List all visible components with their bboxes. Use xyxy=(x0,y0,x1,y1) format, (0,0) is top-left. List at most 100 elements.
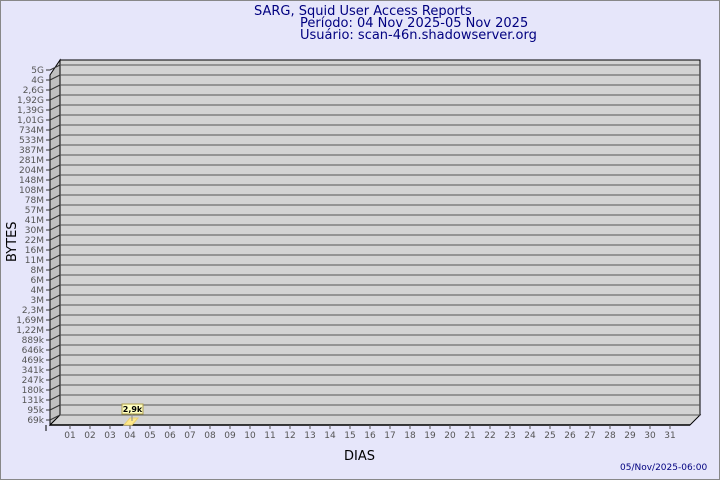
gridline-side xyxy=(49,364,61,371)
gridline-side xyxy=(49,244,61,251)
gridline-side xyxy=(49,134,61,141)
report-timestamp: 05/Nov/2025-06:00 xyxy=(620,463,707,473)
gridline-side xyxy=(49,194,61,201)
y-tick-label: 4G xyxy=(31,76,44,86)
x-tick-label: 12 xyxy=(284,431,295,441)
y-tick-label: 1,39G xyxy=(17,106,44,116)
gridline-side xyxy=(49,314,61,321)
gridline-side xyxy=(49,284,61,291)
x-tick-label: 07 xyxy=(184,431,195,441)
bar xyxy=(122,417,140,426)
gridline-side xyxy=(49,184,61,191)
x-tick-label: 23 xyxy=(504,431,515,441)
y-tick-label: 5G xyxy=(31,66,44,76)
gridline-side xyxy=(49,414,61,421)
gridline-side xyxy=(49,64,61,71)
y-tick-label: 6M xyxy=(31,276,45,286)
gridline-side xyxy=(49,164,61,171)
x-tick-label: 24 xyxy=(524,431,536,441)
y-tick-label: 22M xyxy=(25,236,44,246)
x-tick-label: 31 xyxy=(664,431,675,441)
x-tick-label: 03 xyxy=(104,431,115,441)
x-tick-label: 20 xyxy=(444,431,456,441)
x-axis-label: DIAS xyxy=(344,449,375,464)
y-tick-label: 11M xyxy=(25,256,44,266)
x-tick-label: 18 xyxy=(404,431,416,441)
gridline-side xyxy=(49,354,61,361)
gridline-side xyxy=(49,294,61,301)
gridline-side xyxy=(49,94,61,101)
x-tick-label: 06 xyxy=(164,431,176,441)
y-tick-label: 247k xyxy=(22,376,45,386)
y-tick-label: 533M xyxy=(19,136,44,146)
gridline-side xyxy=(49,404,61,411)
y-tick-label: 16M xyxy=(25,246,44,256)
x-tick-label: 02 xyxy=(84,431,95,441)
x-tick-label: 27 xyxy=(584,431,595,441)
y-tick-label: 734M xyxy=(19,126,44,136)
gridline-side xyxy=(49,344,61,351)
y-tick-label: 889k xyxy=(22,336,45,346)
x-tick-label: 16 xyxy=(364,431,376,441)
x-tick-label: 17 xyxy=(384,431,395,441)
y-tick-label: 1,01G xyxy=(17,116,44,126)
x-tick-label: 15 xyxy=(344,431,355,441)
x-tick-label: 01 xyxy=(64,431,75,441)
y-tick-label: 30M xyxy=(25,226,44,236)
chart-period: Período: 04 Nov 2025-05 Nov 2025 xyxy=(300,16,528,31)
x-tick-label: 09 xyxy=(224,431,236,441)
y-tick-label: 41M xyxy=(25,216,44,226)
gridline-side xyxy=(49,254,61,261)
x-tick-label: 19 xyxy=(424,431,436,441)
y-tick-label: 2,6G xyxy=(23,86,44,96)
y-tick-label: 95k xyxy=(27,406,44,416)
gridline-side xyxy=(49,274,61,281)
gridline-side xyxy=(49,174,61,181)
gridline-side xyxy=(49,104,61,111)
plot-back-wall xyxy=(59,59,701,416)
gridline-side xyxy=(49,144,61,151)
gridline-side xyxy=(49,224,61,231)
bar-value-label: 2,9k xyxy=(123,405,143,414)
plot-floor xyxy=(48,414,702,426)
y-tick-label: 341k xyxy=(22,366,45,376)
y-axis-label: BYTES xyxy=(5,221,20,262)
x-tick-label: 14 xyxy=(324,431,336,441)
x-tick-label: 11 xyxy=(264,431,275,441)
x-tick-label: 25 xyxy=(544,431,555,441)
gridline-side xyxy=(49,124,61,131)
gridline-side xyxy=(49,264,61,271)
gridline-side xyxy=(49,234,61,241)
y-tick-label: 4M xyxy=(31,286,45,296)
y-tick-label: 69k xyxy=(27,416,44,426)
x-tick-label: 21 xyxy=(464,431,475,441)
y-tick-label: 646k xyxy=(22,346,45,356)
gridline-side xyxy=(49,114,61,121)
x-tick-label: 28 xyxy=(604,431,616,441)
y-tick-label: 131k xyxy=(22,396,45,406)
y-tick-label: 281M xyxy=(19,156,44,166)
x-tick-label: 29 xyxy=(624,431,636,441)
gridline-side xyxy=(49,374,61,381)
y-tick-label: 1,69M xyxy=(16,316,44,326)
y-tick-label: 2,3M xyxy=(22,306,44,316)
y-tick-label: 108M xyxy=(19,186,44,196)
y-tick-label: 387M xyxy=(19,146,44,156)
x-tick-label: 05 xyxy=(144,431,155,441)
x-tick-label: 10 xyxy=(244,431,256,441)
x-tick-label: 13 xyxy=(304,431,315,441)
gridline-side xyxy=(49,204,61,211)
y-tick-label: 8M xyxy=(31,266,45,276)
y-tick-label: 78M xyxy=(25,196,44,206)
gridline-side xyxy=(49,154,61,161)
bar-label-box xyxy=(121,403,144,415)
x-tick-label: 08 xyxy=(204,431,216,441)
gridline-side xyxy=(49,214,61,221)
y-tick-label: 57M xyxy=(25,206,44,216)
gridline-side xyxy=(49,74,61,81)
gridline-side xyxy=(49,334,61,341)
y-tick-label: 3M xyxy=(31,296,45,306)
gridline-side xyxy=(49,304,61,311)
plot-side-wall xyxy=(49,58,61,427)
